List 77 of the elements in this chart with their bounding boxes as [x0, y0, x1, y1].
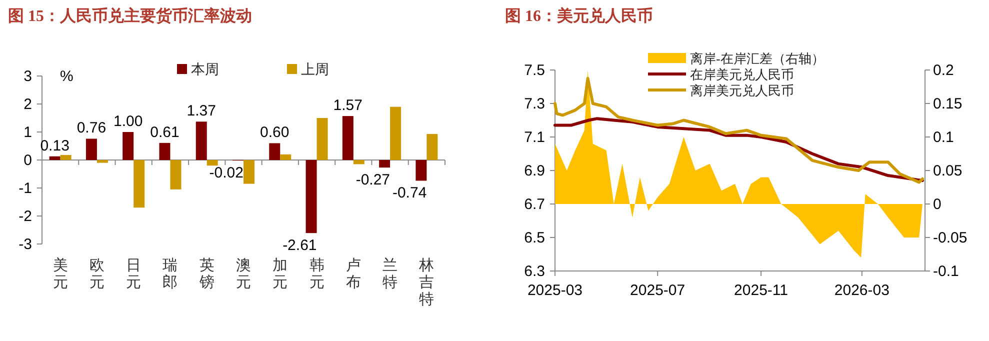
data-label: 0.76 — [76, 120, 106, 137]
y2-tick-label: 0 — [933, 196, 942, 213]
x-tick-label: 兰特 — [382, 257, 398, 291]
legend-label: 在岸美元兑人民币 — [690, 67, 794, 82]
y-tick-label: 1 — [24, 124, 32, 141]
bar — [280, 154, 292, 160]
y-tick-label: 6.9 — [524, 162, 545, 180]
bar — [353, 160, 364, 164]
bar — [379, 160, 390, 168]
line-series — [554, 117, 924, 182]
x-tick-label: 日元 — [126, 258, 142, 291]
bar — [390, 106, 402, 160]
bar — [122, 132, 134, 160]
y-tick-label: 6.5 — [524, 230, 545, 246]
data-label: -0.74 — [392, 184, 427, 202]
data-label: -0.27 — [356, 172, 390, 189]
y-tick-label: 6.3 — [524, 263, 545, 280]
bar — [306, 160, 317, 234]
x-tick-label: 瑞郎 — [162, 257, 178, 291]
bar — [426, 134, 438, 160]
data-label: 1.57 — [333, 97, 363, 114]
data-label: 1.00 — [113, 113, 143, 130]
y-tick-label: 2 — [24, 96, 32, 113]
x-tick-label: 林吉特 — [418, 257, 434, 308]
bar — [196, 122, 207, 160]
x-tick-label: 美元 — [52, 257, 68, 291]
y2-tick-label: 0.2 — [933, 62, 954, 79]
x-tick-label: 韩元 — [309, 257, 324, 291]
bar — [170, 160, 182, 190]
annotation: % — [60, 68, 74, 85]
bar — [316, 118, 328, 160]
y2-tick-label: -0.1 — [933, 263, 959, 280]
y-tick-label: 3 — [24, 68, 32, 85]
data-label: 0.13 — [40, 137, 70, 154]
y-tick-label: 7.3 — [524, 96, 545, 112]
x-tick-label: 欧元 — [89, 258, 104, 291]
data-label: -0.02 — [209, 164, 244, 182]
x-tick-label: 2025-07 — [630, 282, 686, 299]
y-tick-label: -3 — [18, 236, 32, 253]
legend-label: 上周 — [301, 62, 329, 78]
bar — [96, 160, 108, 163]
bar — [269, 143, 280, 160]
bar — [342, 116, 354, 160]
bar — [134, 160, 145, 208]
y2-tick-label: -0.05 — [933, 230, 968, 246]
y-tick-label: 6.7 — [524, 196, 545, 213]
legend-label: 离岸-在岸汇差（右轴） — [690, 51, 824, 66]
bar — [49, 156, 60, 160]
data-label: 1.37 — [186, 102, 216, 120]
x-tick-label: 卢布 — [346, 257, 361, 291]
bar — [206, 160, 218, 166]
bar — [86, 138, 97, 160]
y2-tick-label: 0.15 — [933, 96, 962, 112]
bar — [416, 160, 427, 181]
bar — [244, 160, 254, 184]
data-label: 0.61 — [150, 124, 180, 141]
x-tick-label: 英镑 — [198, 257, 214, 291]
chart-title: 图 15：人民币兑主要货币汇率波动 — [8, 6, 252, 25]
x-tick-label: 2026-03 — [834, 282, 890, 299]
x-tick-label: 2025-03 — [527, 282, 583, 299]
y-tick-label: 7.5 — [524, 62, 545, 79]
y-tick-label: -2 — [18, 208, 32, 225]
x-tick-label: 加元 — [272, 257, 288, 291]
y-tick-label: -1 — [18, 180, 32, 197]
bar — [159, 142, 170, 160]
x-tick-label: 澳元 — [236, 257, 251, 291]
y2-tick-label: 0.05 — [933, 162, 962, 180]
data-label: 0.60 — [260, 124, 290, 142]
legend-label: 本周 — [191, 62, 219, 78]
y-tick-label: 7.1 — [524, 129, 545, 146]
y-tick-label: 0 — [24, 152, 32, 169]
legend-label: 离岸美元兑人民币 — [690, 83, 794, 98]
chart-title: 图 16：美元兑人民币 — [505, 6, 653, 25]
bar — [60, 154, 72, 160]
x-tick-label: 2025-11 — [734, 282, 788, 299]
data-label: -2.61 — [282, 237, 317, 254]
y2-tick-label: 0.1 — [933, 129, 954, 146]
